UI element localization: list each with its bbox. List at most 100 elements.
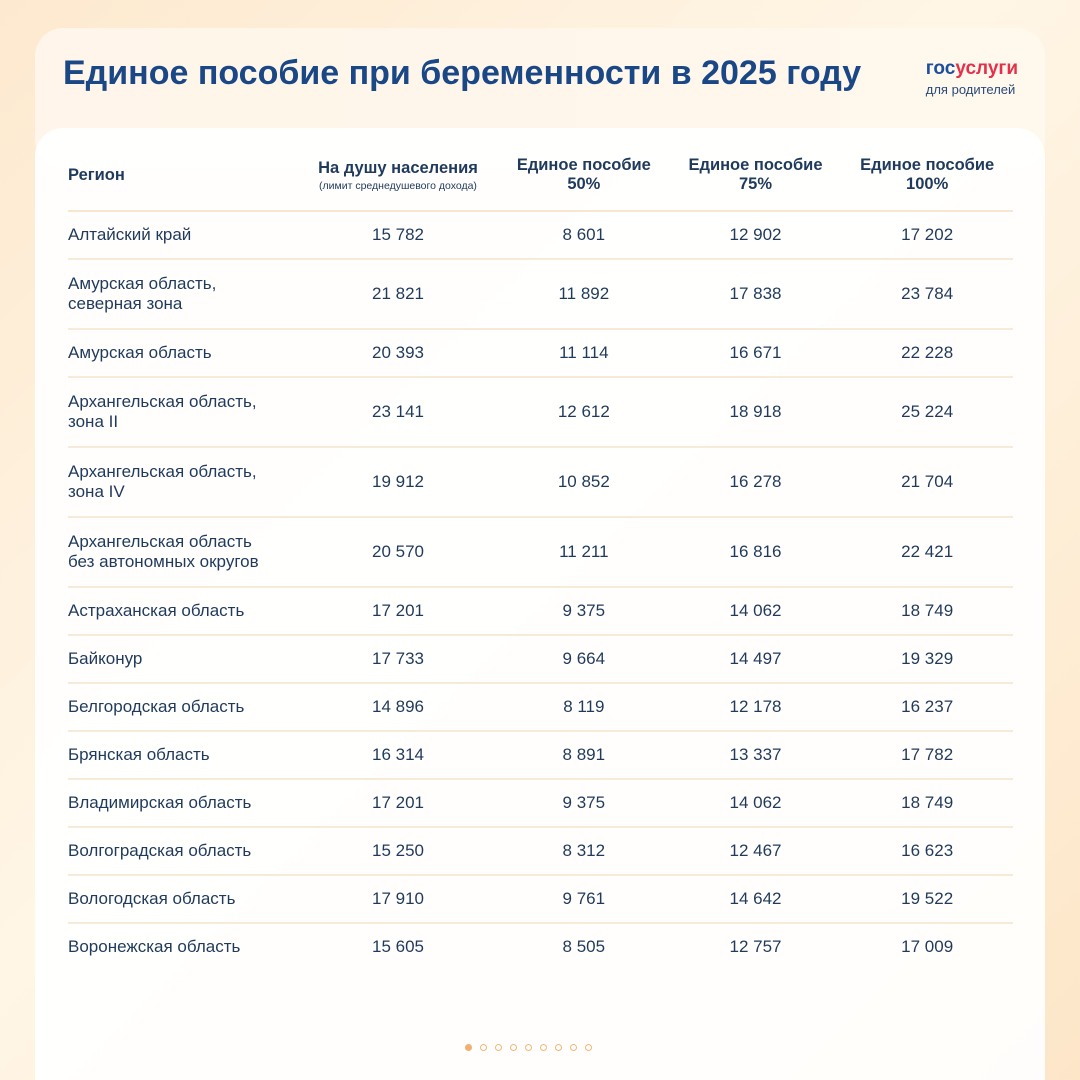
text-line: 75% <box>738 175 772 193</box>
value-cell: 15 782 <box>298 211 498 260</box>
column-header: Регион <box>68 140 298 212</box>
value-cell: 16 671 <box>669 329 842 378</box>
table-row: Амурская область, северная зона 21 821 11 8… <box>68 259 1013 330</box>
dot <box>540 1044 547 1051</box>
region-cell: Воронежская область <box>68 923 298 970</box>
value-cell: 17 201 <box>298 779 498 828</box>
text-line: На душу населения <box>318 158 478 177</box>
pagination <box>465 1044 592 1051</box>
value-cell: 8 891 <box>498 731 670 780</box>
value-cell: 14 642 <box>669 875 842 924</box>
region-cell: Архангельская область, зона IV <box>68 447 298 518</box>
region-cell: Амурская область <box>68 329 298 378</box>
value-cell: 17 782 <box>841 731 1013 780</box>
text-line: Единое пособие <box>860 156 995 174</box>
table-row: Байконур 17 733 9 664 14 497 19 329 <box>68 635 1013 684</box>
value-cell: 9 375 <box>498 779 670 828</box>
value-cell: 9 375 <box>498 587 670 636</box>
column-header: Единое пособие 100% <box>841 140 1013 212</box>
table-row: Вологодская область 17 910 9 761 14 642 19 5… <box>68 875 1013 924</box>
table-row: Архангельская область без автономных окру… <box>68 517 1013 588</box>
text-line: северная зона <box>68 294 183 313</box>
value-cell: 16 314 <box>298 731 498 780</box>
value-cell: 22 421 <box>841 517 1013 588</box>
value-cell: 23 141 <box>298 377 498 448</box>
value-cell: 8 119 <box>498 683 670 732</box>
dot <box>465 1044 472 1051</box>
table-row: Алтайский край 15 782 8 601 12 902 17 202 <box>68 211 1013 260</box>
value-cell: 11 211 <box>498 517 670 588</box>
value-cell: 17 202 <box>841 211 1013 260</box>
logo-subtitle: для родителей <box>925 82 1016 97</box>
text-line: Астраханская область <box>68 601 245 620</box>
table-row: Астраханская область 17 201 9 375 14 062 18 … <box>68 587 1013 636</box>
column-header: Единое пособие 75% <box>669 140 842 212</box>
region-cell: Архангельская область без автономных окру… <box>68 517 298 588</box>
text-line: без автономных округов <box>68 552 259 571</box>
region-cell: Архангельская область, зона II <box>68 377 298 448</box>
table-row: Белгородская область 14 896 8 119 12 178 16 … <box>68 683 1013 732</box>
value-cell: 8 505 <box>562 937 606 956</box>
text-line: Архангельская область, <box>68 392 257 411</box>
text-line: Единое пособие <box>688 156 823 174</box>
value-cell: 19 912 <box>298 447 498 518</box>
value-cell: 25 224 <box>841 377 1013 448</box>
value-cell: 17 838 <box>669 259 842 330</box>
text-line: Байконур <box>68 649 143 668</box>
text-line: Регион <box>68 165 125 184</box>
dot <box>555 1044 562 1051</box>
dot <box>510 1044 517 1051</box>
value-cell: 8 601 <box>498 211 670 260</box>
value-cell: 16 278 <box>669 447 842 518</box>
value-cell: 19 522 <box>841 875 1013 924</box>
value-cell: 11 114 <box>498 329 670 378</box>
text-line: Воронежская область <box>68 937 241 956</box>
dot <box>495 1044 502 1051</box>
text-line: Владимирская область <box>68 793 252 812</box>
value-cell: 8 312 <box>498 827 670 876</box>
value-cell: 17 910 <box>298 875 498 924</box>
value-cell: 10 852 <box>498 447 670 518</box>
table-row: Брянская область 16 314 8 891 13 337 17 782 <box>68 731 1013 780</box>
value-cell: 12 902 <box>669 211 842 260</box>
text-line: Волгоградская область <box>68 841 252 860</box>
value-cell: 22 228 <box>841 329 1013 378</box>
dot <box>585 1044 592 1051</box>
dot <box>525 1044 532 1051</box>
value-cell: 21 821 <box>298 259 498 330</box>
text-line: Белгородская область <box>68 697 245 716</box>
region-cell: Белгородская область <box>68 683 298 732</box>
text-line: Амурская область <box>68 343 212 362</box>
value-cell: 18 749 <box>841 779 1013 828</box>
value-cell: 17 009 <box>901 937 954 956</box>
title: Единое пособие при беременности в 2025 г… <box>63 54 862 92</box>
value-cell: 12 467 <box>669 827 842 876</box>
dot <box>570 1044 577 1051</box>
value-cell: 15 250 <box>298 827 498 876</box>
region-cell: Алтайский край <box>68 211 298 260</box>
region-cell: Брянская область <box>68 731 298 780</box>
value-cell: 11 892 <box>498 259 670 330</box>
value-cell: 18 749 <box>841 587 1013 636</box>
column-header: На душу населения (лимит среднедушевого д… <box>298 140 498 212</box>
logo-name: госуслуги <box>926 58 1018 80</box>
text-line: Единое пособие <box>516 156 651 174</box>
value-cell: 14 062 <box>669 587 842 636</box>
value-cell: 17 201 <box>298 587 498 636</box>
value-cell: 20 570 <box>298 517 498 588</box>
table: Регион На душу населения (лимит среднедуше… <box>68 140 1013 970</box>
value-cell: 9 664 <box>498 635 670 684</box>
region-cell: Астраханская область <box>68 587 298 636</box>
value-cell: 23 784 <box>841 259 1013 330</box>
value-cell: 12 178 <box>669 683 842 732</box>
text-line: 50% <box>567 175 601 193</box>
text-line: Архангельская область <box>68 532 252 551</box>
text-line: Вологодская область <box>68 889 236 908</box>
value-cell: 9 761 <box>498 875 670 924</box>
value-cell: 16 237 <box>841 683 1013 732</box>
value-cell: 14 896 <box>298 683 498 732</box>
table-row: Волгоградская область 15 250 8 312 12 467 16… <box>68 827 1013 876</box>
region-cell: Волгоградская область <box>68 827 298 876</box>
value-cell: 12 757 <box>729 937 782 956</box>
